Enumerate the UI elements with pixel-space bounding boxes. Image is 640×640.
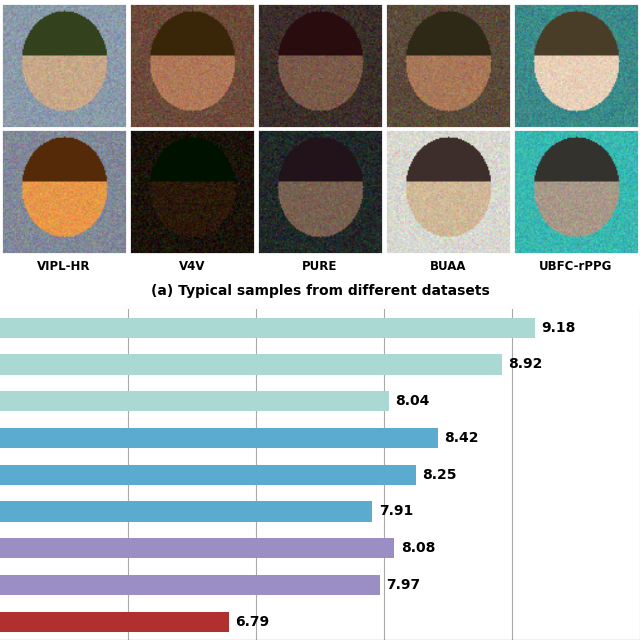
Bar [0, 355, 502, 374]
Bar [385, 129, 511, 253]
Bar [257, 3, 383, 127]
Bar [1, 3, 127, 127]
Bar [385, 3, 511, 127]
Bar [129, 129, 255, 253]
Bar [513, 3, 639, 127]
Text: UBFC-rPPG: UBFC-rPPG [540, 260, 612, 273]
Bar [0, 317, 535, 338]
Text: (a) Typical samples from different datasets: (a) Typical samples from different datas… [150, 284, 490, 298]
Bar [257, 129, 383, 253]
Bar [0, 501, 372, 522]
Text: 6.79: 6.79 [236, 614, 269, 628]
Text: 8.92: 8.92 [508, 358, 543, 371]
Bar [0, 465, 416, 484]
Text: 7.91: 7.91 [379, 504, 413, 518]
Bar [0, 428, 438, 448]
Bar [0, 391, 389, 412]
Text: 7.97: 7.97 [387, 578, 420, 592]
Bar [0, 575, 380, 595]
Bar [513, 129, 639, 253]
Text: 8.04: 8.04 [396, 394, 430, 408]
Bar [0, 538, 394, 558]
Text: 8.42: 8.42 [444, 431, 479, 445]
Text: BUAA: BUAA [429, 260, 467, 273]
Text: VIPL-HR: VIPL-HR [37, 260, 91, 273]
Bar [1, 129, 127, 253]
Text: 8.08: 8.08 [401, 541, 435, 555]
Text: 9.18: 9.18 [541, 321, 576, 335]
Bar [0, 612, 229, 632]
Text: 8.25: 8.25 [422, 468, 457, 482]
Text: PURE: PURE [302, 260, 338, 273]
Bar [129, 3, 255, 127]
Text: V4V: V4V [179, 260, 205, 273]
